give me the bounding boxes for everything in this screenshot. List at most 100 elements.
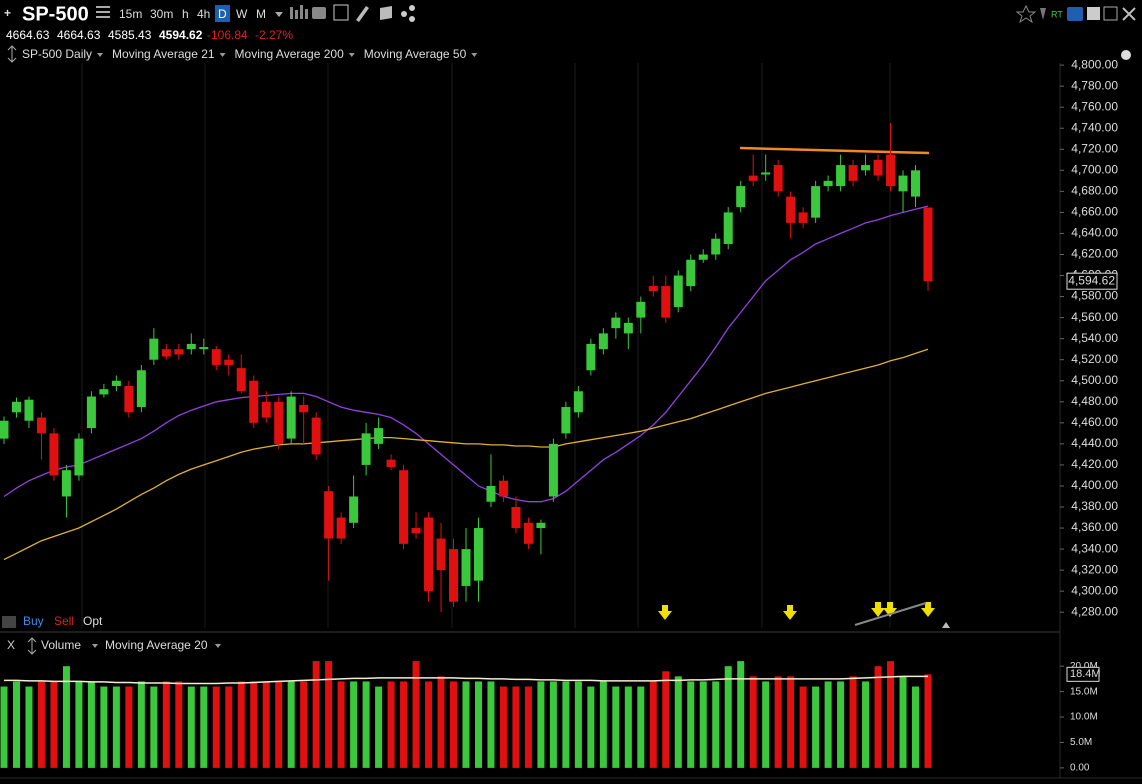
volume-bar — [200, 686, 208, 768]
symbol[interactable]: SP-500 — [22, 3, 89, 25]
candle-body — [349, 496, 359, 523]
candle-body — [149, 338, 159, 360]
add-icon[interactable]: + — [4, 6, 11, 20]
interval[interactable]: M — [256, 7, 266, 21]
volume-bar — [849, 676, 857, 768]
candle-body — [186, 343, 196, 350]
legend-entry[interactable]: SP-500 Daily — [22, 47, 92, 61]
volume-title: Volume — [41, 638, 81, 652]
y-tick-label: 4,660.00 — [1071, 205, 1118, 219]
y-tick-label: 4,740.00 — [1071, 120, 1118, 134]
candle-body — [586, 343, 596, 371]
volume-bar — [587, 686, 595, 768]
y-tick-label: 4,420.00 — [1071, 457, 1118, 471]
collapse-icon[interactable] — [7, 45, 17, 63]
tool-icons[interactable] — [290, 4, 415, 22]
candle-body — [424, 517, 434, 592]
volume-bar — [562, 681, 570, 768]
candle-body — [661, 286, 671, 318]
y-tick-label: 4,560.00 — [1071, 310, 1118, 324]
interval[interactable]: D — [218, 7, 227, 21]
interval[interactable]: 30m — [150, 7, 173, 21]
candle-body — [11, 401, 21, 413]
volume-bar — [150, 686, 158, 768]
y-tick-label: 4,400.00 — [1071, 478, 1118, 492]
interval[interactable]: 15m — [119, 7, 142, 21]
date-grid — [81, 63, 891, 628]
candle-body — [99, 389, 109, 395]
volume-bar — [225, 686, 233, 768]
volume-bar — [899, 676, 907, 768]
y-tick-label: 4,700.00 — [1071, 162, 1118, 176]
legend-dropdown — [348, 53, 355, 57]
right-tool-icons[interactable]: RT — [1015, 4, 1136, 24]
legend-entry[interactable]: Moving Average 200 — [235, 47, 345, 61]
volume-bar — [87, 681, 95, 768]
volume-bar — [12, 681, 20, 768]
candle-body — [436, 538, 446, 571]
candle-body — [136, 370, 146, 408]
candle-body — [461, 549, 471, 586]
change: -106.84 — [207, 28, 248, 42]
y-tick-label: 4,540.00 — [1071, 331, 1118, 345]
legend-entry[interactable]: Moving Average 50 — [364, 47, 467, 61]
volume-bar — [924, 674, 932, 768]
volume-bar — [250, 681, 258, 768]
volume-bar — [37, 681, 45, 768]
interval[interactable]: 4h — [197, 7, 210, 21]
legend-dropdown — [97, 53, 104, 57]
candle-body — [598, 333, 608, 350]
volume-bar — [137, 681, 145, 768]
interval[interactable]: W — [236, 7, 248, 21]
buy-button[interactable]: Buy — [23, 614, 44, 628]
close-panel[interactable]: X — [7, 638, 15, 652]
candle-body — [274, 401, 284, 444]
volume-bar — [824, 681, 832, 768]
candle-body — [923, 207, 933, 282]
volume-bar — [212, 686, 220, 768]
collapse-icon[interactable] — [27, 637, 37, 655]
volume-bar — [637, 686, 645, 768]
candle-body — [861, 165, 871, 171]
settings-icon[interactable] — [1121, 50, 1131, 60]
volume-bar — [874, 666, 882, 768]
dropdown-icon[interactable] — [275, 12, 283, 17]
candle-body — [523, 522, 533, 544]
candle-body — [473, 528, 483, 581]
candle-body — [561, 407, 571, 434]
opt-button[interactable]: Opt — [83, 614, 103, 628]
y-tick-label: 4,640.00 — [1071, 226, 1118, 240]
candle-body — [611, 317, 621, 329]
signal-arrows — [658, 602, 935, 620]
last-price-box — [1066, 272, 1118, 290]
y-tick-label: 4,680.00 — [1071, 184, 1118, 198]
y-tick-label: 4,620.00 — [1071, 247, 1118, 261]
trade-icon[interactable] — [2, 616, 16, 628]
legend-dropdown — [471, 53, 478, 57]
volume-bar — [712, 681, 720, 768]
legend-entry[interactable]: Moving Average 21 — [112, 47, 215, 61]
candle-body — [786, 196, 796, 223]
volume-bar — [400, 681, 408, 768]
interval[interactable]: h — [182, 7, 189, 21]
rt-icon[interactable]: RT — [1051, 9, 1063, 19]
volume-bar — [75, 681, 83, 768]
volume-bar — [362, 681, 370, 768]
list-icon[interactable] — [96, 6, 110, 18]
volume-bar — [375, 686, 383, 768]
y-tick-label: 20.0M — [1070, 661, 1098, 672]
volume-bar — [275, 681, 283, 768]
open-price: 4664.63 — [6, 28, 50, 42]
volume-bar — [262, 681, 270, 768]
y-tick-label: 4,460.00 — [1071, 415, 1118, 429]
candle-body — [86, 396, 96, 429]
volume-bar — [462, 681, 470, 768]
volume-bar — [912, 686, 920, 768]
moving-average-line — [3, 205, 929, 503]
legend-dropdown — [92, 644, 98, 648]
sell-button[interactable]: Sell — [54, 614, 74, 628]
candle-body — [49, 433, 59, 476]
candle-body — [286, 396, 296, 439]
candle-body — [548, 443, 558, 497]
volume-bar — [574, 681, 582, 768]
